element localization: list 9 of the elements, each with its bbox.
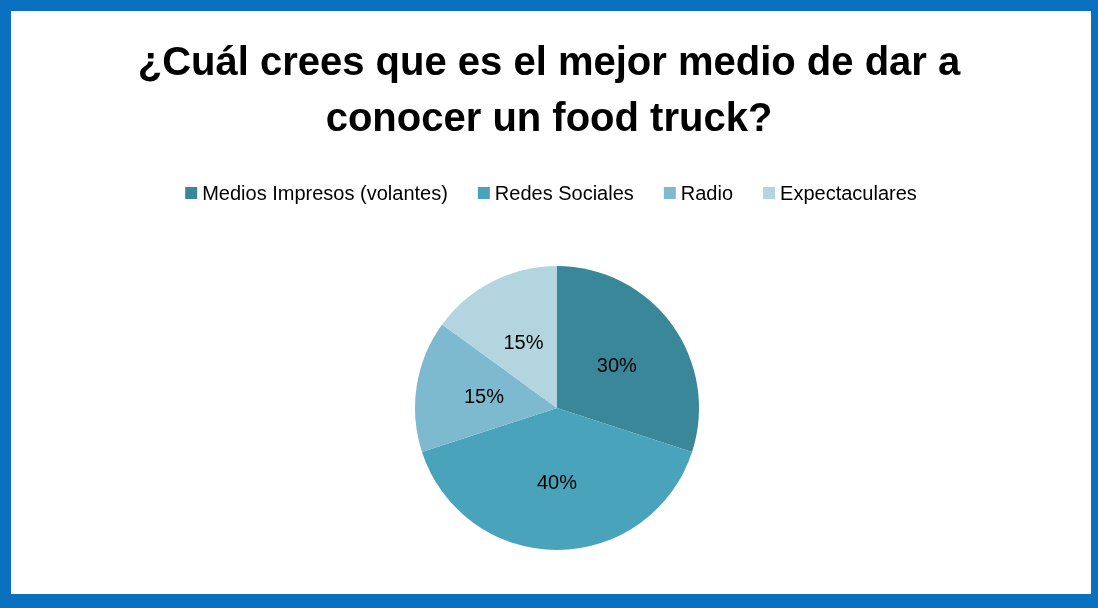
data-label: 30%	[596, 353, 638, 376]
chart-title: ¿Cuál crees que es el mejor medio de dar a conocer un food truck?	[136, 38, 962, 141]
legend-label: Expectaculares	[780, 182, 917, 204]
data-label: 15%	[503, 331, 544, 354]
data-label: 15%	[463, 385, 505, 408]
legend-label: Radio	[680, 182, 734, 204]
legend-label: Redes Sociales	[494, 182, 634, 204]
data-label: 40%	[536, 471, 578, 493]
legend-label: Medios Impresos (volantes)	[202, 182, 448, 204]
